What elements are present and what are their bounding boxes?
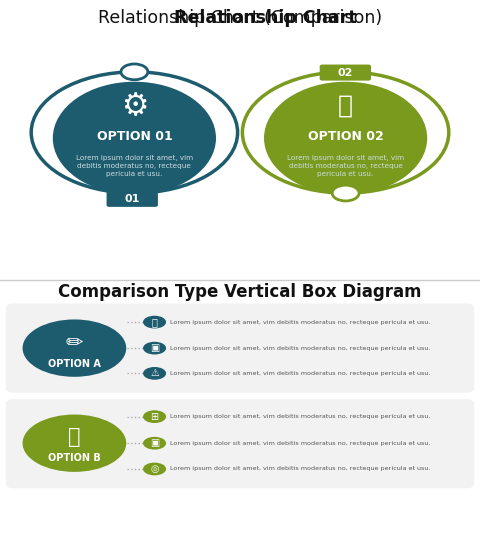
Text: OPTION 02: OPTION 02 bbox=[308, 130, 384, 143]
Circle shape bbox=[143, 342, 166, 354]
Text: Lorem ipsum dolor sit amet, vim debitis moderatus no, recteque pericula et usu.: Lorem ipsum dolor sit amet, vim debitis … bbox=[170, 441, 431, 446]
Ellipse shape bbox=[264, 82, 427, 195]
Circle shape bbox=[121, 64, 148, 80]
FancyBboxPatch shape bbox=[107, 191, 158, 207]
Text: ⊞: ⊞ bbox=[151, 411, 158, 422]
Circle shape bbox=[143, 316, 166, 328]
Circle shape bbox=[143, 410, 166, 423]
FancyBboxPatch shape bbox=[6, 304, 474, 393]
Text: ▣: ▣ bbox=[150, 438, 159, 448]
Text: ⎙: ⎙ bbox=[338, 94, 353, 118]
Text: ⦿: ⦿ bbox=[68, 427, 81, 447]
Text: 01: 01 bbox=[124, 194, 140, 204]
Text: ⚙: ⚙ bbox=[120, 93, 148, 121]
Text: ◎: ◎ bbox=[150, 464, 159, 474]
Text: Relationship Chart: Relationship Chart bbox=[174, 9, 356, 27]
Circle shape bbox=[332, 185, 359, 201]
Text: OPTION 01: OPTION 01 bbox=[96, 130, 172, 143]
Text: Relationship Chart (Comparison): Relationship Chart (Comparison) bbox=[98, 9, 382, 27]
FancyBboxPatch shape bbox=[320, 64, 371, 81]
Circle shape bbox=[23, 319, 126, 377]
Text: ⚠: ⚠ bbox=[150, 369, 159, 378]
Text: OPTION B: OPTION B bbox=[48, 453, 101, 463]
Circle shape bbox=[23, 415, 126, 472]
Text: Lorem ipsum dolor sit amet, vim
debitis moderatus no, recteque
pericula et usu.: Lorem ipsum dolor sit amet, vim debitis … bbox=[287, 156, 404, 177]
Text: ⛳: ⛳ bbox=[152, 317, 157, 327]
Text: Lorem ipsum dolor sit amet, vim debitis moderatus no, recteque pericula et usu.: Lorem ipsum dolor sit amet, vim debitis … bbox=[170, 346, 431, 351]
Text: OPTION A: OPTION A bbox=[48, 358, 101, 369]
Circle shape bbox=[143, 437, 166, 449]
Text: ▣: ▣ bbox=[150, 343, 159, 353]
Circle shape bbox=[143, 367, 166, 380]
Text: Lorem ipsum dolor sit amet, vim debitis moderatus no, recteque pericula et usu.: Lorem ipsum dolor sit amet, vim debitis … bbox=[170, 467, 431, 472]
Text: Lorem ipsum dolor sit amet, vim debitis moderatus no, recteque pericula et usu.: Lorem ipsum dolor sit amet, vim debitis … bbox=[170, 414, 431, 419]
Text: Lorem ipsum dolor sit amet, vim debitis moderatus no, recteque pericula et usu.: Lorem ipsum dolor sit amet, vim debitis … bbox=[170, 371, 431, 376]
Text: Lorem ipsum dolor sit amet, vim debitis moderatus no, recteque pericula et usu.: Lorem ipsum dolor sit amet, vim debitis … bbox=[170, 320, 431, 325]
Ellipse shape bbox=[53, 82, 216, 195]
Text: 02: 02 bbox=[337, 68, 353, 78]
Text: Comparison Type Vertical Box Diagram: Comparison Type Vertical Box Diagram bbox=[58, 283, 422, 301]
Text: ✏: ✏ bbox=[66, 332, 83, 352]
FancyBboxPatch shape bbox=[6, 399, 474, 488]
Circle shape bbox=[143, 462, 166, 475]
Text: Lorem ipsum dolor sit amet, vim
debitis moderatus no, recteque
pericula et usu.: Lorem ipsum dolor sit amet, vim debitis … bbox=[76, 156, 193, 177]
